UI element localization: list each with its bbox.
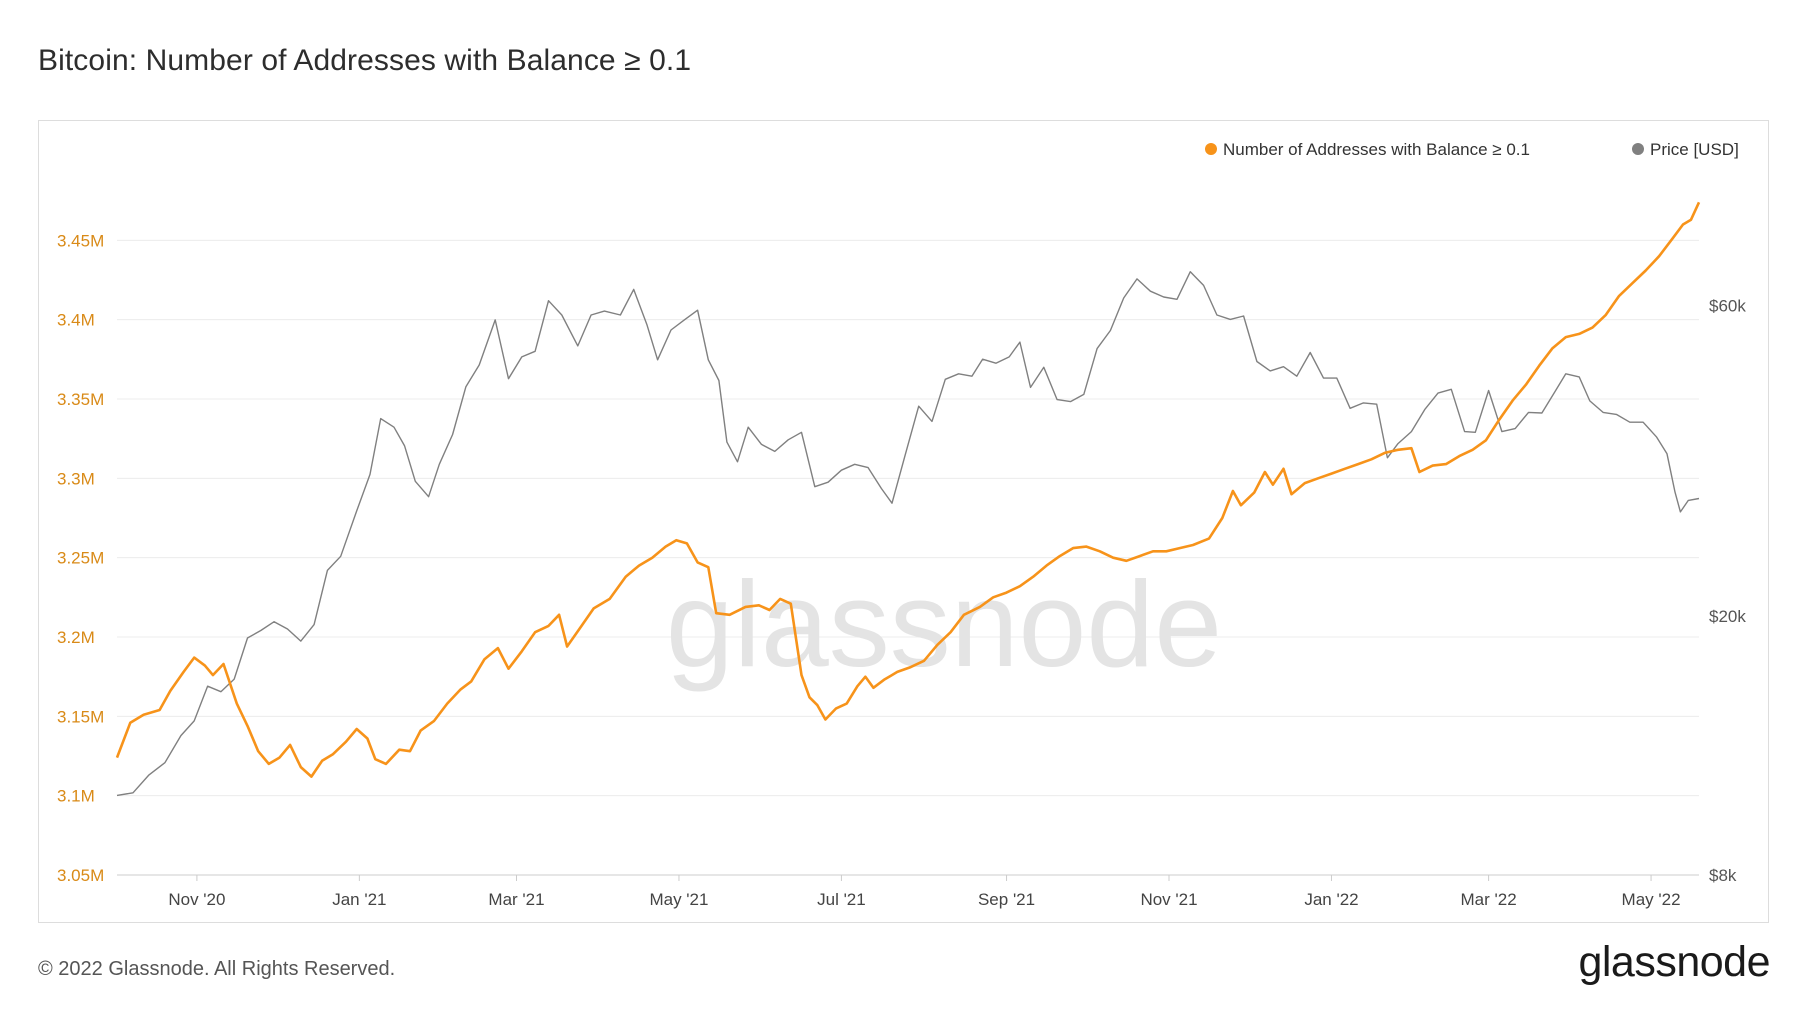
chart-svg: glassnode 3.05M 3.1M 3.15M 3.2M 3.25M 3.3M 3.3… — [57, 140, 1746, 909]
addresses-series-layer — [115, 201, 1701, 778]
x-tick-label: May '22 — [1622, 890, 1681, 909]
series-line-addresses[interactable] — [115, 201, 1701, 778]
grid-layer — [117, 239, 1699, 876]
x-tick-label: Nov '21 — [1140, 890, 1197, 909]
y-left-tick-label: 3.2M — [57, 628, 95, 647]
x-tick-label: Nov '20 — [168, 890, 225, 909]
y-right-tick-label: $60k — [1709, 296, 1746, 315]
x-tick-label: Mar '21 — [488, 890, 544, 909]
price-series-layer — [116, 271, 1700, 797]
y-left-tick-label: 3.1M — [57, 787, 95, 806]
y-right-tick-label: $8k — [1709, 866, 1737, 885]
legend-label-addresses[interactable]: Number of Addresses with Balance ≥ 0.1 — [1223, 140, 1530, 159]
y-left-tick-label: 3.3M — [57, 469, 95, 488]
legend-dot-price — [1632, 143, 1644, 155]
y-left-tick-label: 3.4M — [57, 311, 95, 330]
y-left-tick-label: 3.05M — [57, 866, 104, 885]
x-tick-label: Sep '21 — [978, 890, 1035, 909]
y-left-tick-label: 3.45M — [57, 231, 104, 250]
x-tick-label: Jan '21 — [332, 890, 386, 909]
x-tick-label: May '21 — [649, 890, 708, 909]
x-tick-label: Jul '21 — [817, 890, 866, 909]
glassnode-logo[interactable]: glassnode — [1578, 938, 1770, 986]
y-left-tick-label: 3.35M — [57, 390, 104, 409]
y-right-tick-label: $20k — [1709, 607, 1746, 626]
legend-label-price[interactable]: Price [USD] — [1650, 140, 1739, 159]
chart-title: Bitcoin: Number of Addresses with Balanc… — [38, 44, 692, 77]
axes-layer: 3.05M 3.1M 3.15M 3.2M 3.25M 3.3M 3.35M 3.4M 3.45… — [57, 231, 1746, 909]
y-left-tick-label: 3.25M — [57, 549, 104, 568]
watermark-glassnode: glassnode — [666, 556, 1222, 692]
y-left-tick-label: 3.15M — [57, 707, 104, 726]
series-line-price[interactable] — [116, 271, 1700, 797]
x-tick-label: Jan '22 — [1304, 890, 1358, 909]
legend: Number of Addresses with Balance ≥ 0.1 P… — [1205, 140, 1739, 159]
footer-copyright: © 2022 Glassnode. All Rights Reserved. — [38, 958, 396, 980]
x-tick-label: Mar '22 — [1461, 890, 1517, 909]
legend-dot-addresses — [1205, 143, 1217, 155]
chart-panel: glassnode 3.05M 3.1M 3.15M 3.2M 3.25M 3.3M 3.3… — [38, 120, 1769, 923]
